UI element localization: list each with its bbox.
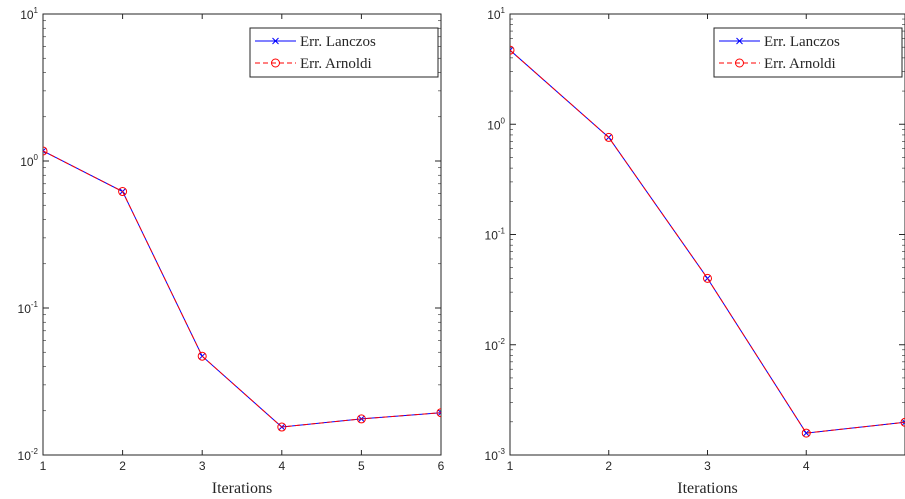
x-axis-label: Iterations [677,480,737,497]
point-marker-x [437,409,441,417]
legend-label: Err. Lanczos [764,34,840,50]
x-tick-label: 3 [704,459,711,473]
point-marker-o [197,351,207,361]
series-line-arnoldi [510,49,905,434]
point-marker-x [901,418,905,426]
y-tick-label: 10-2 [485,337,506,353]
x-tick-label: 4 [278,459,285,473]
legend: Err. Lanczos Err. Arnoldi [713,27,903,78]
y-tick-label: 10-1 [18,300,39,316]
point-marker-o [356,414,366,424]
point-marker-o [801,428,811,438]
x-tick-label: 5 [358,459,365,473]
y-tick-label: 101 [20,6,38,22]
x-tick-label: 1 [40,459,47,473]
point-marker-o [277,422,287,432]
legend-marker-x [736,37,743,45]
point-marker-o [510,45,515,55]
x-tick-label: 2 [605,459,612,473]
x-tick-label: 3 [199,459,206,473]
y-tick-label: 100 [20,153,38,169]
legend-marker-o [271,58,280,68]
legend: Err. Lanczos Err. Arnoldi [249,27,439,78]
series-line-lanczos [510,49,905,434]
chart-left: 10-2 10-1 100 101 1 2 3 4 5 6 Iterations Err. Lancz… [18,6,445,497]
point-marker-x [43,147,47,155]
plot-area [509,13,905,456]
series-group [43,146,441,432]
legend-box [249,27,439,78]
legend-label: Err. Arnoldi [764,56,836,72]
y-tick-label: 10-2 [18,447,39,463]
series-line-arnoldi [43,150,441,428]
legend-marker-o [735,58,744,68]
point-marker-x [704,275,711,282]
y-tick-label: 101 [487,6,505,22]
series-group [510,45,905,438]
x-tick-label: 1 [507,459,514,473]
point-marker-o [118,187,128,197]
point-marker-o [900,417,905,427]
point-marker-o [703,273,712,283]
legend-box [713,27,903,78]
x-tick-label: 2 [119,459,126,473]
plot-area [42,13,442,456]
legend-label: Err. Lanczos [300,34,376,50]
x-axis-label: Iterations [212,480,272,497]
point-marker-o [604,132,614,142]
chart-right: 10-3 10-2 10-1 100 101 1 2 3 4 Iterations Err. Lan… [485,6,905,497]
y-tick-label: 10-1 [485,227,506,243]
y-tick-label: 100 [487,116,505,132]
y-tick-label: 10-3 [485,447,506,463]
point-marker-x [802,429,810,437]
point-marker-o [436,408,441,418]
series-line-lanczos [43,150,441,428]
legend-marker-x [272,37,279,45]
legend-label: Err. Arnoldi [300,56,372,72]
point-marker-o [43,146,48,156]
x-tick-label: 6 [438,459,445,473]
x-tick-label: 4 [803,459,810,473]
